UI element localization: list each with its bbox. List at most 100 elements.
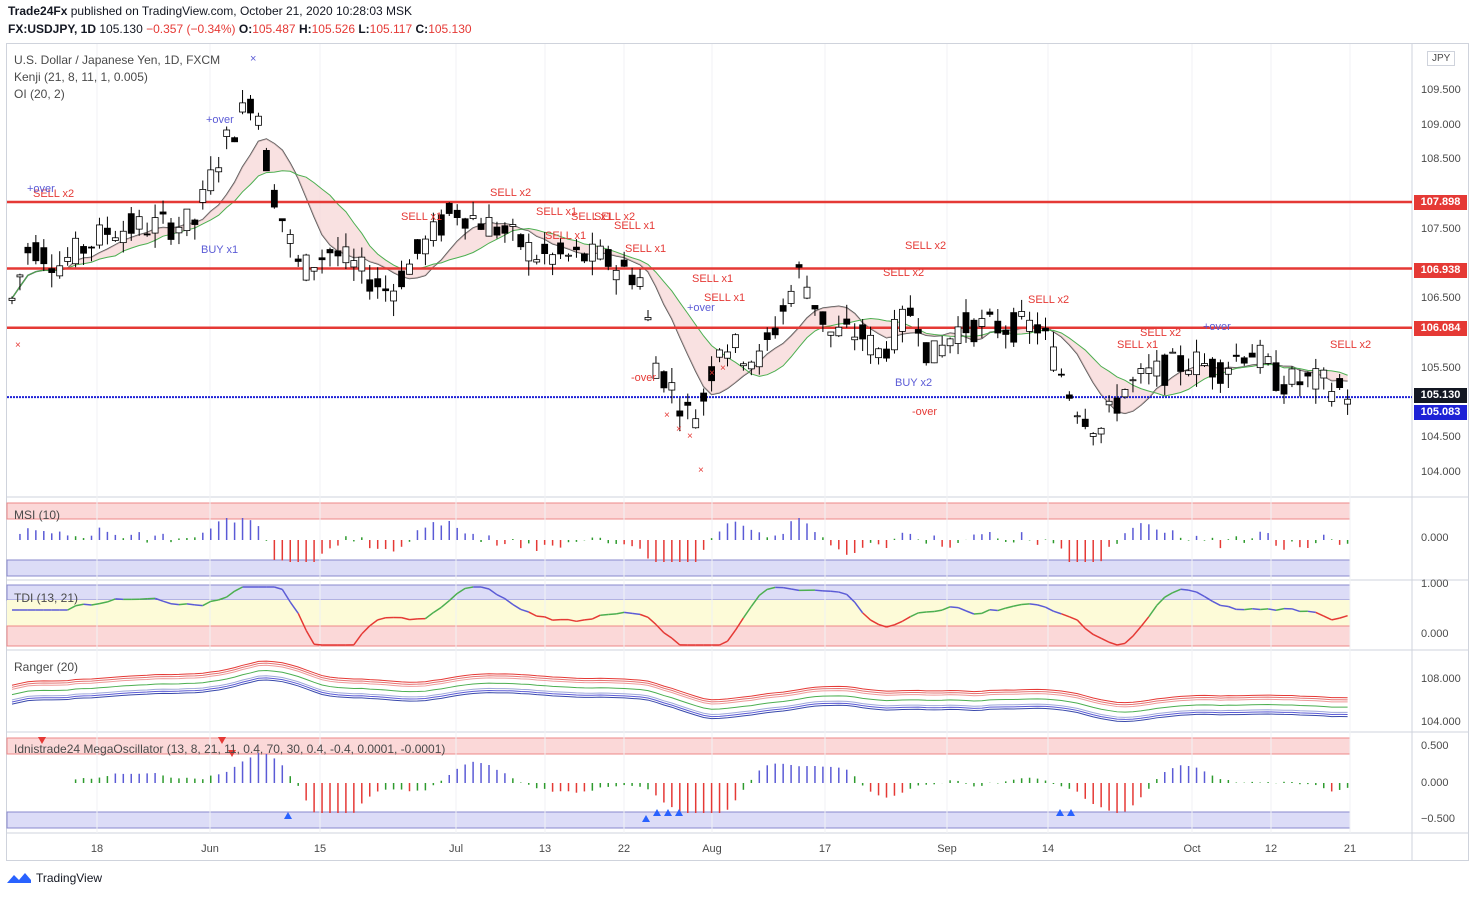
ranger-band-line [11,677,1348,720]
tdi-segment [767,586,776,591]
msi-label[interactable]: MSI (10) [14,508,61,522]
signal-label: -over [631,372,657,384]
candle-body [652,362,660,379]
candle-body [111,237,119,241]
tdi-segment [592,614,601,620]
ranger-band-line [11,679,1348,723]
candle-body [843,318,851,325]
ranger-tick: 104.000 [1421,716,1461,728]
candle-body [135,216,143,230]
pane-backgrounds [6,44,1468,860]
chart-frame[interactable] [6,43,1469,861]
tradingview-logo-icon[interactable] [6,871,32,885]
candle-body [1129,379,1137,382]
tdi-segment [305,629,315,645]
candle-body [740,363,747,367]
tdi-segment [894,620,903,626]
tdi-segment [1037,604,1046,608]
candle-body [763,332,771,340]
last-price: 105.130 [99,22,143,36]
tdi-segment [1196,591,1205,598]
candle-body [676,410,684,417]
publisher-name[interactable]: Trade24Fx [8,4,68,18]
cross-marker: × [687,431,693,442]
publish-header: Trade24Fx published on TradingView.com, … [8,4,412,18]
candle-body [278,218,286,222]
candle-body [1288,368,1296,385]
signal-label: +over [27,183,55,195]
main-title: U.S. Dollar / Japanese Yen, 1D, FXCM [14,53,221,67]
candle-body [485,216,493,237]
candle-body [716,349,723,358]
ranger-band-line [11,675,1348,718]
candle-body [24,246,32,254]
tdi-segment [353,633,363,646]
tdi-line [12,586,1348,646]
brand-name[interactable]: TradingView [36,871,103,885]
candle-body [1193,351,1200,376]
signal-label: SELL x1 [545,230,587,242]
tdi-segment [632,612,641,616]
candle-body [1097,427,1105,435]
candle-body [612,269,620,281]
candle-body [207,169,215,192]
msi-tick: 0.000 [1421,532,1449,544]
tdi-segment [1140,616,1150,628]
currency-badge[interactable]: JPY [1427,51,1456,66]
signal-label: SELL x2 [905,240,947,252]
ranger-label[interactable]: Ranger (20) [14,660,79,674]
candle-body [1296,381,1304,386]
signal-label: SELL x2 [490,187,532,199]
level-tag-high[interactable]: 107.898 [1414,195,1467,210]
candle-body [1137,368,1145,374]
level-tag-mid[interactable]: 106.938 [1414,263,1467,278]
candle-body [255,115,262,126]
tdi-segment [950,606,959,609]
up-triangle-marker [664,809,672,816]
candle-body [819,311,827,325]
last-price-tag[interactable]: 105.130 [1414,388,1467,403]
candle-body [994,320,1002,334]
footer: TradingView [6,871,102,885]
candle-body [620,259,628,267]
tdi-segment [957,606,967,612]
tdi-label[interactable]: TDI (13, 21) [14,591,79,605]
tdi-segment [1180,588,1189,591]
candle-body [684,401,692,406]
signal-label: +over [687,302,715,314]
candle-body [429,221,437,241]
candle-body [1153,360,1161,377]
candle-body [1161,354,1169,386]
ranger-bands [11,660,1348,723]
indicator-kenji[interactable]: Kenji (21, 8, 11, 1, 0.005) [14,70,148,84]
candle-body [1050,346,1057,371]
y-tick: 106.500 [1421,292,1461,304]
candle-body [875,348,882,359]
tdi-segment [1244,607,1253,611]
signal-label: SELL x2 [33,188,75,200]
y-tick: 108.500 [1421,153,1461,165]
indicator-oi[interactable]: OI (20, 2) [14,87,65,101]
tdi-segment [639,613,649,619]
candle-body [827,331,835,336]
level-tag-low[interactable]: 106.084 [1414,321,1467,336]
up-triangle-marker [1056,809,1064,816]
tdi-segment [1228,605,1237,611]
mega-label[interactable]: Idnistrade24 MegaOscillator (13, 8, 21, … [14,742,446,756]
tdi-segment [965,610,975,615]
msi-upper-band [6,502,1351,520]
candle-body [1105,400,1113,406]
candle-body [151,217,159,234]
candle-body [891,318,898,351]
tdi-segment [1291,608,1301,613]
candle-body [835,326,843,337]
current-level-tag[interactable]: 105.083 [1414,405,1467,420]
candle-body [493,226,501,236]
candle-body [159,211,167,215]
candle-body [557,242,564,255]
candle-body [970,319,978,343]
candle-body [270,189,278,208]
candle-body [525,242,533,262]
candle-body [779,305,787,312]
